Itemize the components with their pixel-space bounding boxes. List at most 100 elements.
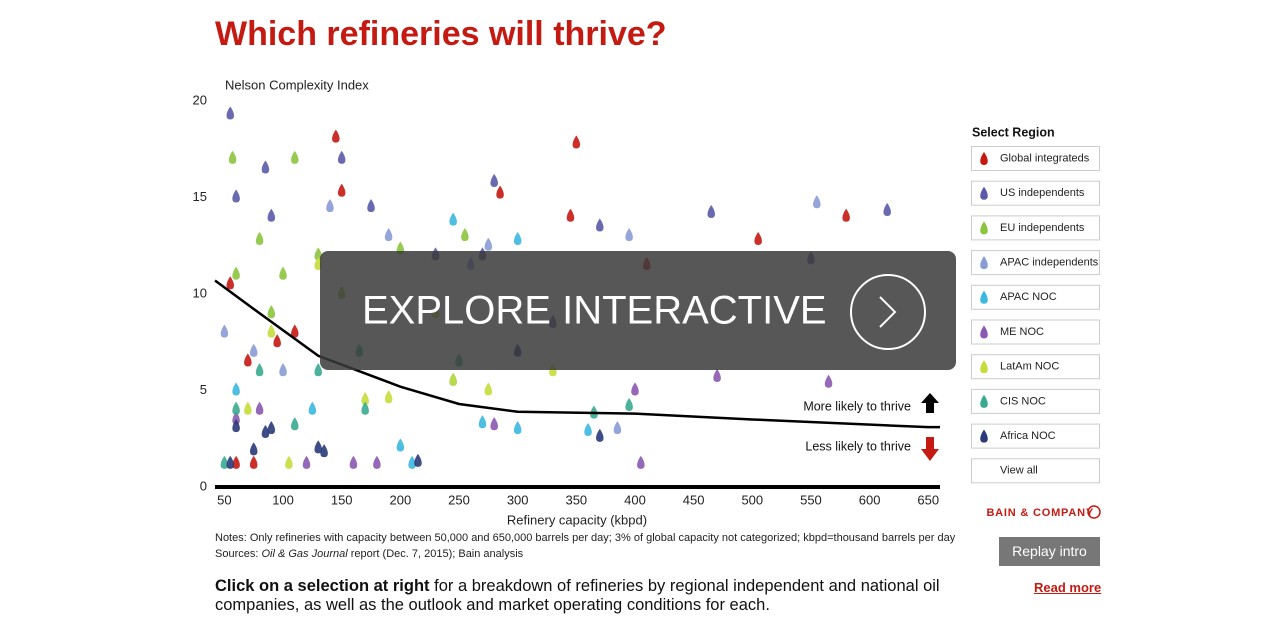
legend-label: LatAm NOC <box>1000 361 1059 373</box>
sources-label: Sources: <box>215 548 259 560</box>
overlay-label: EXPLORE INTERACTIVE <box>362 289 827 333</box>
chart-title: Which refineries will thrive? <box>215 15 667 53</box>
point <box>244 353 252 367</box>
point <box>249 343 258 357</box>
sources-rest: report (Dec. 7, 2015); Bain analysis <box>350 548 524 560</box>
legend-button[interactable] <box>971 388 1100 414</box>
overlay-chevron <box>879 296 897 328</box>
point <box>883 203 891 217</box>
legend-icon <box>980 256 988 270</box>
point <box>842 208 850 222</box>
point <box>232 419 240 433</box>
legend-button[interactable] <box>971 354 1100 380</box>
point <box>314 440 322 454</box>
x-tick-label: 550 <box>800 492 822 507</box>
point <box>255 401 264 415</box>
point <box>232 411 240 425</box>
point <box>349 455 358 469</box>
point <box>566 208 575 222</box>
down-arrow <box>921 437 939 461</box>
point <box>707 204 715 218</box>
point <box>226 455 235 469</box>
point <box>267 324 276 338</box>
point <box>484 237 493 251</box>
brand: BAIN & COMPANY <box>986 507 1094 519</box>
legend-button[interactable] <box>971 284 1100 310</box>
point <box>291 324 299 338</box>
point <box>285 455 293 469</box>
point <box>824 374 833 388</box>
overlay-button[interactable] <box>850 274 926 350</box>
point <box>613 421 622 435</box>
legend-icon <box>980 360 988 374</box>
legend-label: ME NOC <box>1000 326 1044 338</box>
point <box>337 150 346 164</box>
annotation: More likely to thrive <box>803 399 911 413</box>
point <box>572 135 581 149</box>
point <box>261 424 270 438</box>
point <box>596 218 604 232</box>
read-more[interactable]: Read more <box>1034 580 1102 595</box>
point <box>273 334 281 348</box>
point <box>249 442 258 456</box>
legend-icon <box>980 221 988 235</box>
sources-journal: Oil & Gas Journal <box>261 548 348 560</box>
intro-bold: Click on a selection at right <box>215 577 430 595</box>
point <box>220 324 229 338</box>
y-tick-label: 5 <box>200 382 207 397</box>
point <box>232 382 240 396</box>
point <box>596 428 604 442</box>
overlay[interactable] <box>320 251 956 370</box>
legend-title: Select Region <box>972 125 1055 139</box>
point <box>220 455 229 469</box>
point <box>478 415 487 429</box>
point <box>513 421 522 435</box>
point <box>232 189 240 203</box>
legend-button[interactable] <box>971 319 1100 345</box>
point <box>449 212 457 226</box>
legend-label: CIS NOC <box>1000 395 1046 407</box>
x-tick-label: 650 <box>917 492 939 507</box>
point <box>267 208 276 222</box>
point <box>291 150 299 164</box>
point <box>625 397 633 411</box>
point <box>449 372 457 386</box>
point <box>496 185 504 199</box>
intro-rest: for a breakdown of refineries by regiona… <box>215 577 940 614</box>
x-tick-label: 250 <box>448 492 470 507</box>
x-tick-label: 300 <box>507 492 529 507</box>
x-tick-label: 200 <box>390 492 412 507</box>
legend-button[interactable] <box>971 423 1100 449</box>
point <box>232 401 240 415</box>
point <box>384 228 393 242</box>
legend-icon <box>980 152 988 165</box>
y-axis-label: Nelson Complexity Index <box>225 77 369 92</box>
point <box>228 150 237 164</box>
legend-button[interactable] <box>971 458 1100 484</box>
legend-button[interactable] <box>971 180 1100 206</box>
x-tick-label: 600 <box>859 492 881 507</box>
point <box>461 228 469 242</box>
point <box>373 455 381 469</box>
legend-icon <box>980 394 988 408</box>
legend-label: APAC NOC <box>1000 291 1057 303</box>
legend-icon <box>980 290 988 304</box>
legend-button[interactable] <box>971 250 1100 276</box>
point <box>384 390 393 404</box>
legend-label: APAC independents <box>1000 257 1099 269</box>
brand-icon <box>1087 505 1101 519</box>
x-tick-label: 350 <box>565 492 587 507</box>
legend-button[interactable] <box>971 146 1100 171</box>
x-axis-label: Refinery capacity (kbpd) <box>507 512 647 527</box>
point <box>279 266 287 280</box>
legend-button[interactable] <box>971 215 1100 241</box>
point <box>513 231 522 245</box>
x-tick-label: 450 <box>683 492 705 507</box>
point <box>279 363 287 377</box>
replay-button[interactable]: Replay intro <box>999 537 1100 566</box>
point <box>332 129 340 143</box>
legend-label: EU independents <box>1000 222 1085 234</box>
point <box>255 231 264 245</box>
point <box>226 276 235 290</box>
